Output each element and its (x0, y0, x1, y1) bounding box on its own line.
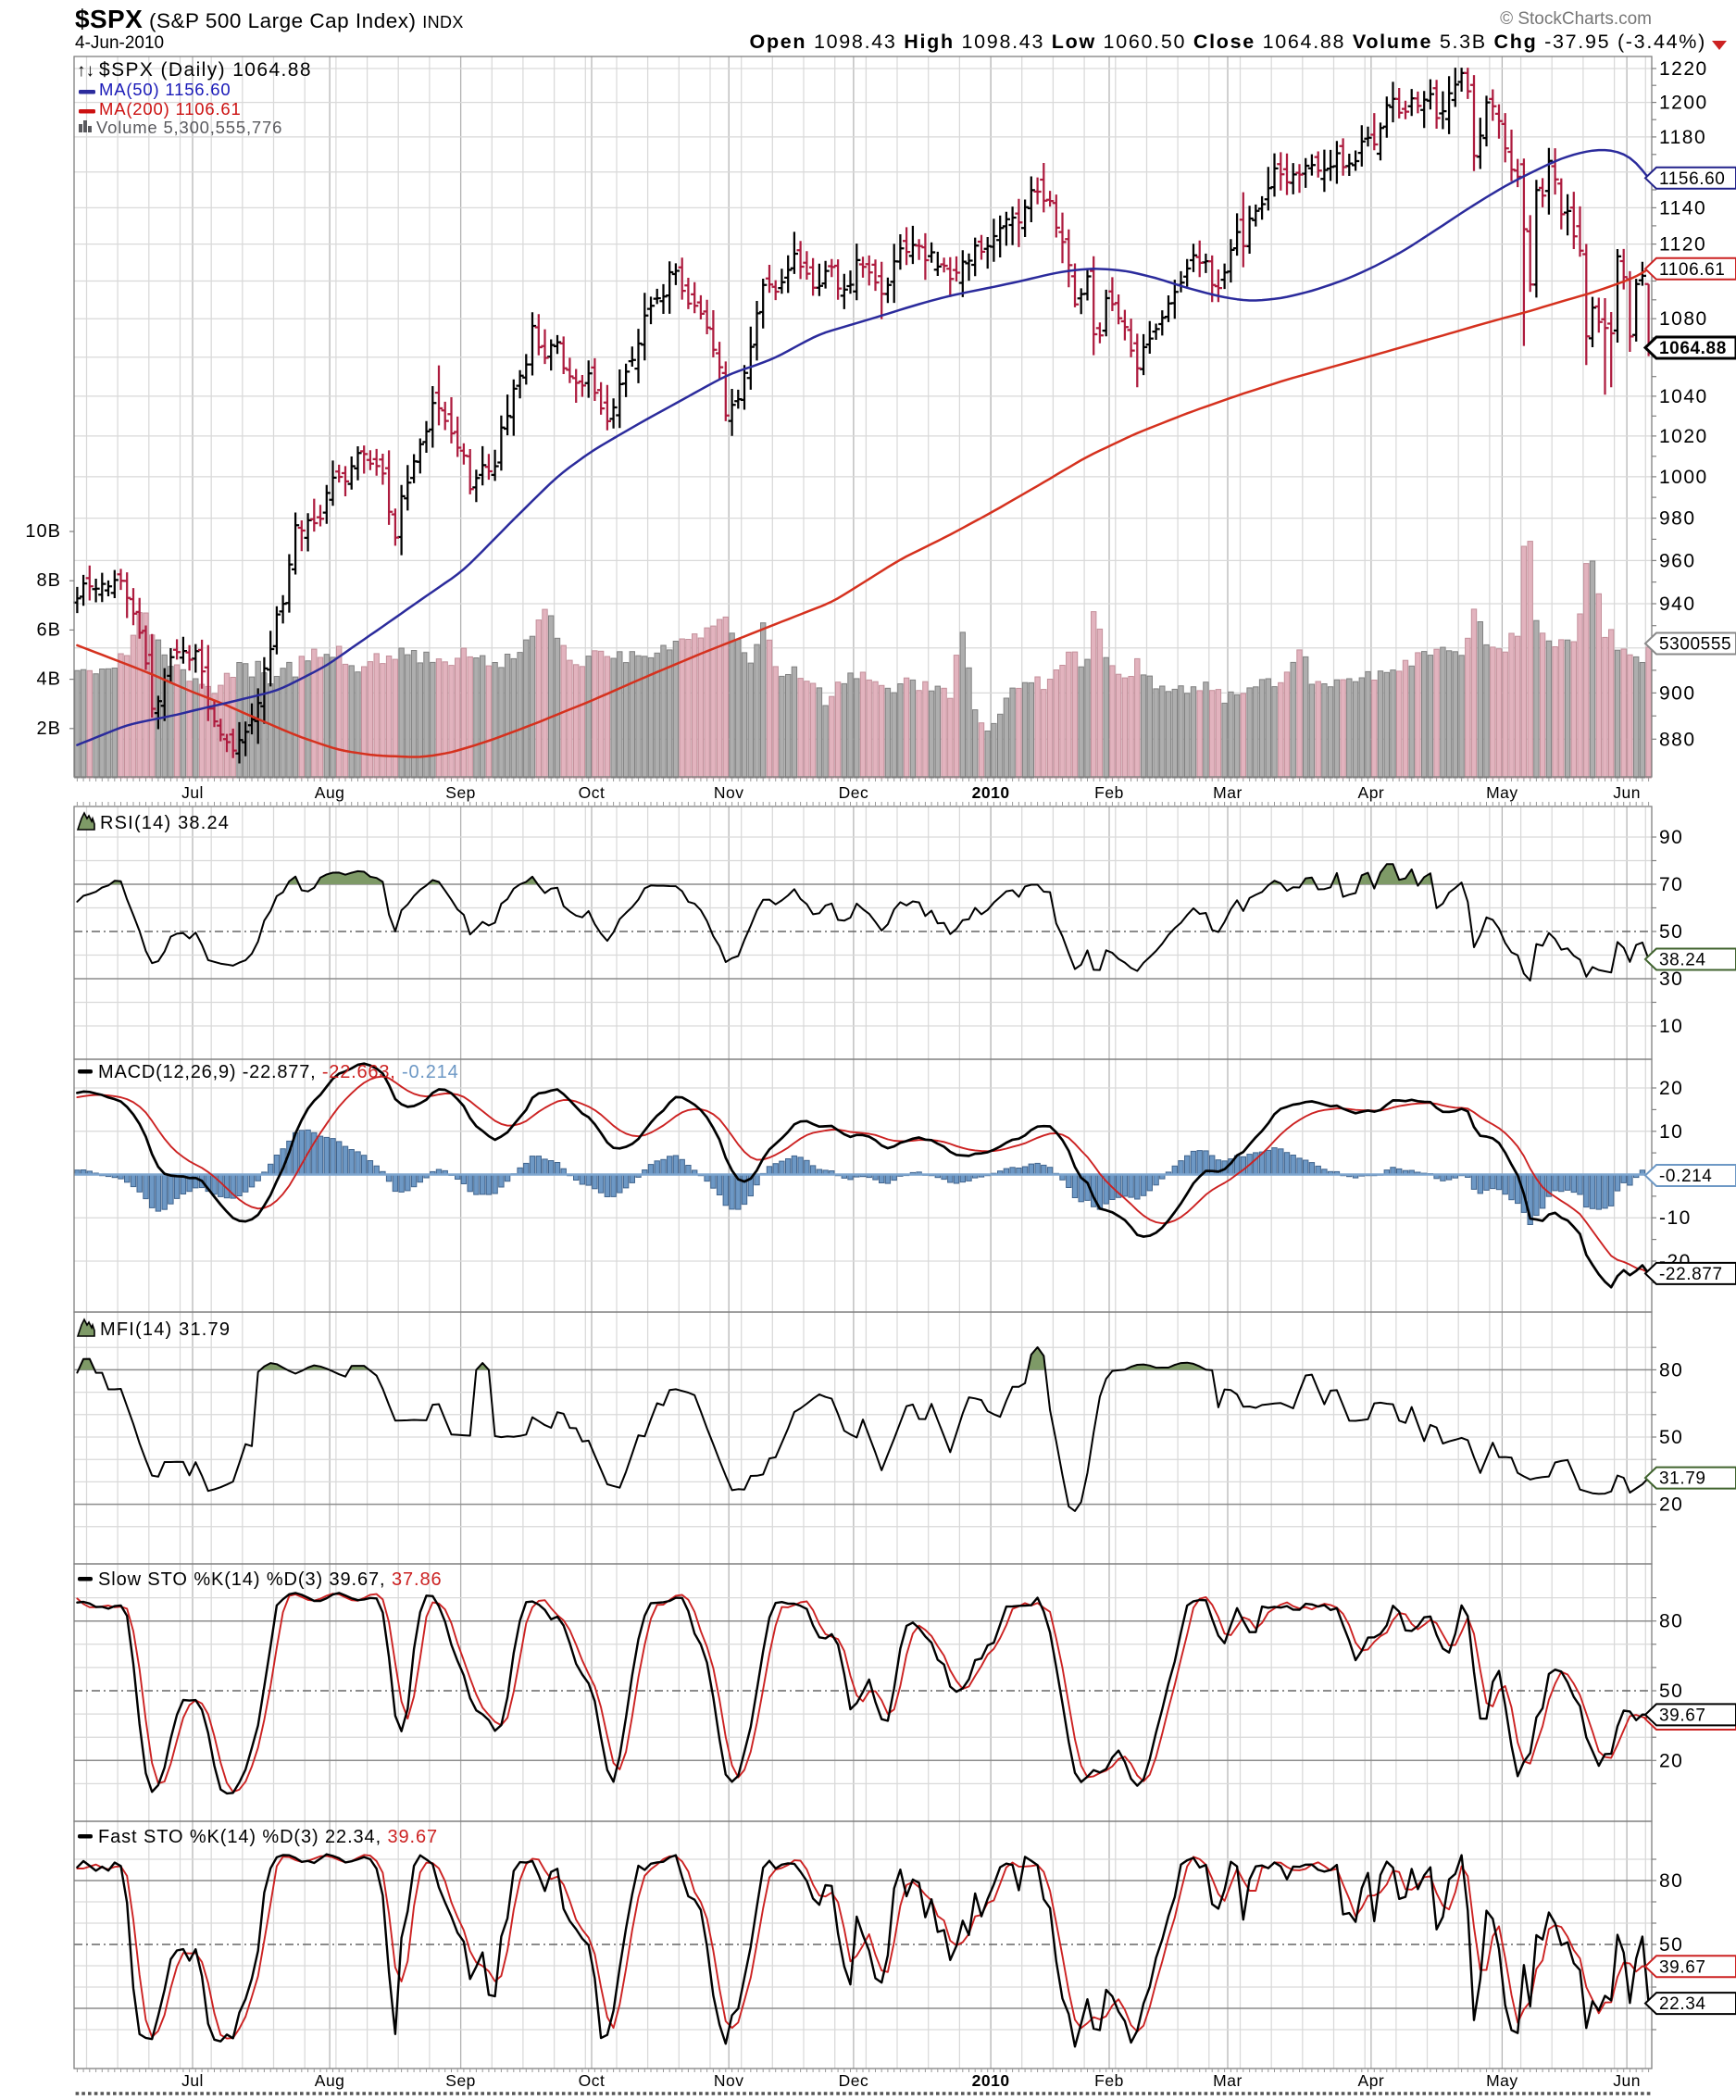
svg-text:1000: 1000 (1659, 467, 1708, 488)
svg-text:39.67: 39.67 (1659, 1706, 1706, 1725)
svg-text:Jun: Jun (1613, 783, 1641, 802)
svg-text:Sep: Sep (445, 783, 476, 802)
svg-text:Dec: Dec (839, 783, 869, 802)
svg-text:Mar: Mar (1213, 2071, 1243, 2090)
svg-text:↑↓: ↑↓ (77, 61, 94, 81)
svg-text:20: 20 (1659, 1494, 1683, 1516)
svg-text:$SPX (Daily) 1064.88: $SPX (Daily) 1064.88 (99, 59, 312, 81)
svg-text:Sep: Sep (445, 2071, 476, 2090)
svg-text:8B: 8B (37, 570, 61, 591)
svg-text:1080: 1080 (1659, 308, 1708, 330)
svg-text:Slow STO %K(14) %D(3) 39.67, 3: Slow STO %K(14) %D(3) 39.67, 37.86 (98, 1569, 443, 1590)
svg-text:70: 70 (1659, 874, 1683, 895)
svg-text:Nov: Nov (714, 783, 744, 802)
svg-text:Volume 5,300,555,776: Volume 5,300,555,776 (96, 118, 282, 137)
svg-text:980: 980 (1659, 508, 1696, 530)
svg-text:4-Jun-2010: 4-Jun-2010 (75, 33, 164, 53)
svg-text:90: 90 (1659, 827, 1683, 848)
svg-text:May: May (1486, 783, 1518, 802)
svg-text:MA(50) 1156.60: MA(50) 1156.60 (99, 80, 231, 99)
svg-text:900: 900 (1659, 682, 1696, 704)
svg-text:MA(200) 1106.61: MA(200) 1106.61 (99, 99, 242, 119)
svg-text:80: 80 (1659, 1359, 1683, 1381)
svg-text:31.79: 31.79 (1659, 1469, 1706, 1489)
svg-text:10: 10 (1659, 1016, 1683, 1037)
svg-text:2010: 2010 (972, 783, 1010, 802)
svg-text:50: 50 (1659, 1934, 1683, 1956)
svg-text:20: 20 (1659, 1750, 1683, 1771)
svg-text:22.34: 22.34 (1659, 1994, 1706, 2014)
svg-text:1140: 1140 (1659, 197, 1706, 219)
svg-text:1156.60: 1156.60 (1659, 169, 1725, 189)
svg-text:-10: -10 (1659, 1207, 1692, 1229)
svg-text:1120: 1120 (1659, 234, 1706, 256)
svg-text:20: 20 (1659, 1078, 1683, 1099)
svg-text:38.24: 38.24 (1659, 951, 1706, 970)
svg-text:Aug: Aug (315, 2071, 345, 2090)
svg-text:Dec: Dec (839, 2071, 869, 2090)
svg-text:1064.88: 1064.88 (1659, 339, 1727, 358)
svg-text:50: 50 (1659, 1681, 1683, 1702)
svg-text:Oct: Oct (579, 783, 606, 802)
svg-text:Mar: Mar (1213, 783, 1243, 802)
svg-text:Jul: Jul (181, 2071, 204, 2090)
svg-text:80: 80 (1659, 1611, 1683, 1632)
svg-text:Nov: Nov (714, 2071, 744, 2090)
svg-text:2010: 2010 (972, 2071, 1010, 2090)
svg-text:940: 940 (1659, 594, 1696, 615)
svg-text:MFI(14) 31.79: MFI(14) 31.79 (100, 1319, 231, 1340)
svg-text:$SPX (S&P 500 Large Cap Index): $SPX (S&P 500 Large Cap Index) INDX (75, 5, 464, 33)
svg-text:1180: 1180 (1659, 127, 1706, 148)
svg-text:10B: 10B (25, 521, 61, 542)
svg-text:Fast STO %K(14) %D(3) 22.34, 3: Fast STO %K(14) %D(3) 22.34, 39.67 (98, 1827, 438, 1847)
svg-text:1106.61: 1106.61 (1659, 260, 1725, 280)
svg-text:960: 960 (1659, 550, 1696, 571)
svg-text:10: 10 (1659, 1121, 1683, 1143)
svg-text:Apr: Apr (1358, 783, 1385, 802)
svg-text:50: 50 (1659, 921, 1683, 943)
svg-text:MACD(12,26,9) -22.877, -22.663: MACD(12,26,9) -22.877, -22.663, -0.214 (98, 1062, 459, 1082)
svg-text:RSI(14) 38.24: RSI(14) 38.24 (100, 813, 230, 833)
svg-text:880: 880 (1659, 729, 1696, 750)
svg-text:4B: 4B (37, 669, 61, 690)
svg-text:Open 1098.43 High 1098.43 Low: Open 1098.43 High 1098.43 Low 1060.50 Cl… (750, 31, 1706, 53)
svg-text:30: 30 (1659, 969, 1683, 990)
svg-text:© StockCharts.com: © StockCharts.com (1500, 9, 1652, 29)
svg-text:Oct: Oct (579, 2071, 606, 2090)
svg-text:Feb: Feb (1094, 783, 1124, 802)
svg-text:1200: 1200 (1659, 93, 1708, 114)
svg-text:Aug: Aug (315, 783, 345, 802)
svg-text:80: 80 (1659, 1870, 1683, 1892)
svg-text:Jun: Jun (1613, 2071, 1641, 2090)
svg-text:Jul: Jul (181, 783, 204, 802)
svg-text:May: May (1486, 2071, 1518, 2090)
svg-text:5300555: 5300555 (1659, 635, 1731, 655)
svg-text:39.67: 39.67 (1659, 1957, 1706, 1977)
svg-text:6B: 6B (37, 619, 61, 640)
svg-text:-0.214: -0.214 (1659, 1167, 1712, 1186)
svg-text:Apr: Apr (1358, 2071, 1385, 2090)
svg-text:1020: 1020 (1659, 426, 1708, 447)
svg-text:Feb: Feb (1094, 2071, 1124, 2090)
svg-text:1220: 1220 (1659, 58, 1708, 80)
svg-text:2B: 2B (37, 719, 61, 739)
svg-text:1040: 1040 (1659, 386, 1708, 407)
svg-text:50: 50 (1659, 1427, 1683, 1448)
svg-text:-22.877: -22.877 (1659, 1265, 1723, 1284)
